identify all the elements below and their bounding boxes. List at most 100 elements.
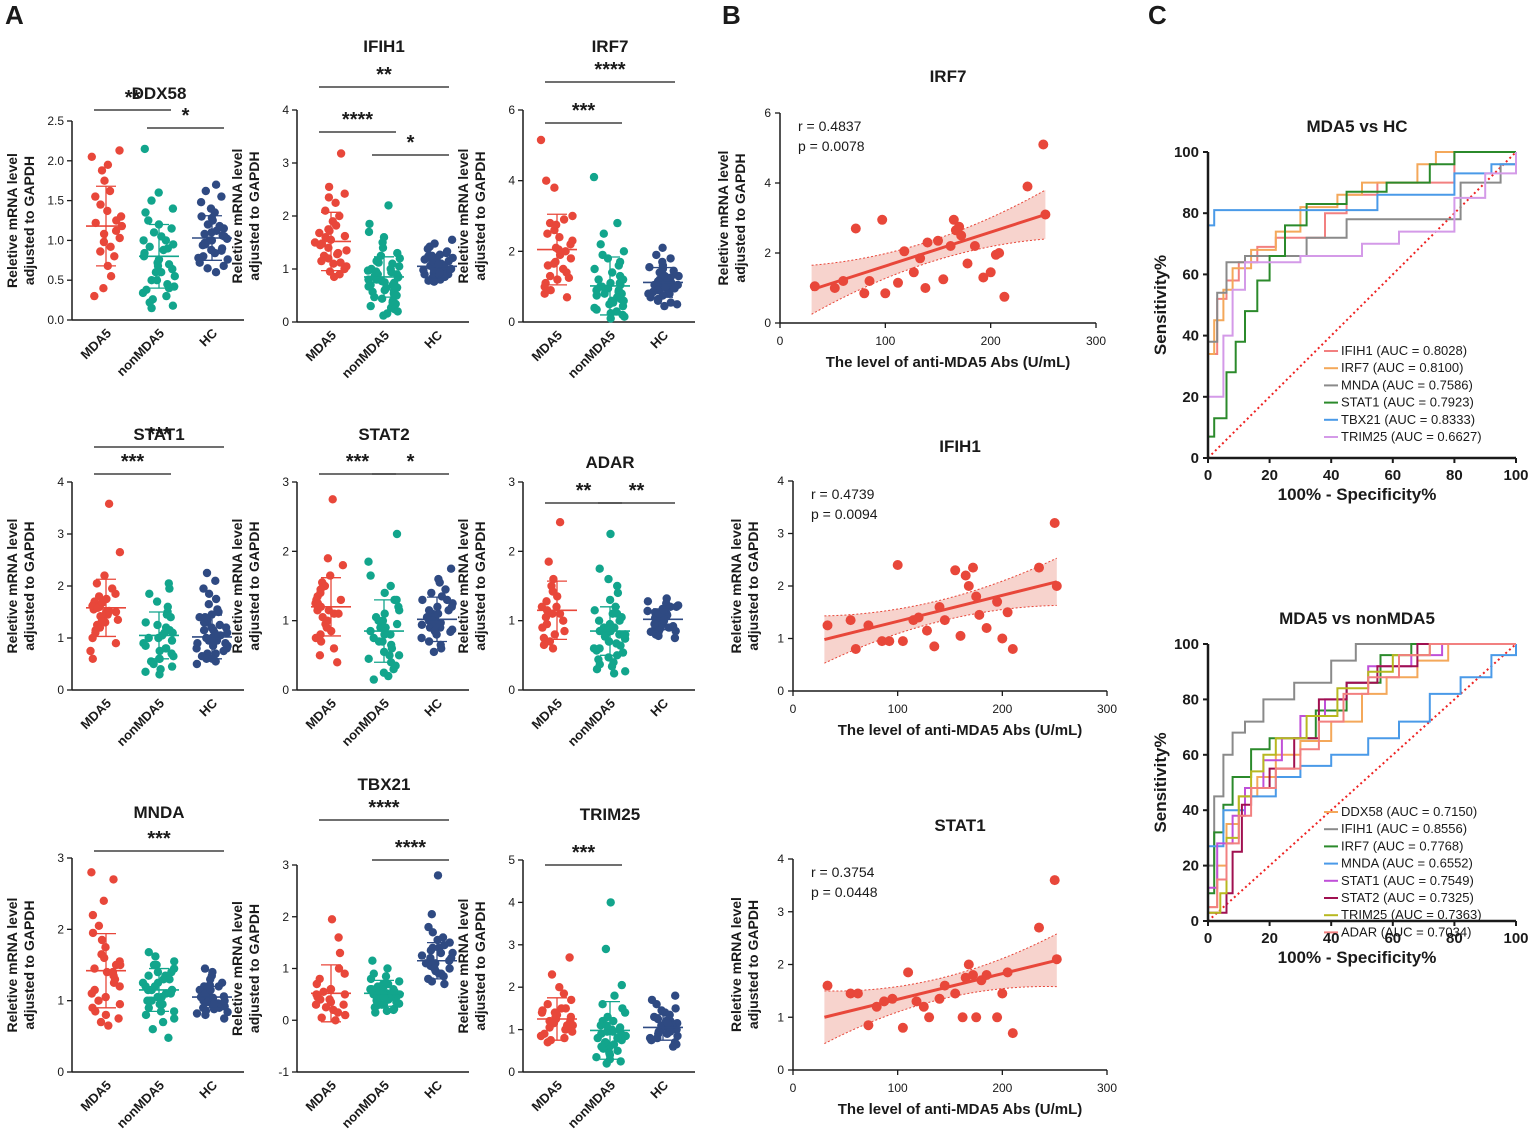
data-point [437,644,446,653]
data-point [394,651,404,660]
data-point [545,271,555,281]
data-point [613,588,623,598]
correlation-p: p = 0.0448 [811,884,878,900]
data-point [91,218,100,228]
data-point [365,219,374,229]
y-axis-label-line: Reletive mRNA level [455,519,471,654]
y-tick-label: 4 [282,103,289,117]
x-axis-label: 100% - Specificity% [1278,948,1437,967]
data-point [217,192,226,201]
data-point [590,264,599,274]
category-label: HC [647,327,671,351]
data-point [336,149,346,158]
legend-label: MNDA (AUC = 0.7586) [1341,377,1473,392]
data-point [599,229,608,238]
significance-stars: **** [395,837,426,859]
data-point [903,967,914,978]
correlation-p: p = 0.0078 [798,138,865,154]
data-point [880,288,891,299]
data-point [201,186,210,196]
significance-stars: *** [346,451,370,473]
y-axis-label-line: Reletive mRNA level [455,149,471,284]
data-point [549,259,559,268]
data-point [1038,139,1049,150]
chart-title: STAT2 [358,425,409,444]
data-point [200,229,209,239]
data-point [850,223,861,234]
category-label: HC [196,325,220,349]
data-point [602,1027,612,1036]
data-point [208,641,218,650]
data-point [211,180,221,189]
data-point [140,144,149,154]
data-point [566,1012,576,1022]
data-point [555,983,564,992]
data-point [592,305,601,314]
data-point [217,246,226,255]
data-point [603,254,613,263]
legend-label: ADAR (AUC = 0.7034) [1341,924,1471,939]
data-point [992,596,1003,607]
x-tick-label: 0 [1204,930,1212,947]
data-point [606,529,615,539]
y-tick-label: 2 [282,209,289,223]
correlation-plot-irf7: IRF7 0 100 200 300 0 2 4 6 The level of anti-MDA5… [715,67,1106,371]
data-point [999,291,1010,302]
data-point [592,1053,601,1062]
x-tick-label: 60 [1384,467,1401,484]
roc-curve [1207,643,1516,921]
data-point [950,565,961,576]
y-tick-label: 20 [1182,858,1199,875]
x-tick-label: 0 [777,334,784,348]
data-point [373,997,382,1007]
data-point [96,247,105,256]
data-point [992,1012,1003,1023]
data-point [167,662,177,671]
y-tick-label: 0.0 [47,313,64,327]
data-point [215,221,224,231]
legend-label: STAT2 (AUC = 0.7325) [1341,890,1474,905]
y-axis-label-line: adjusted to GAPDH [246,521,262,650]
data-point [436,948,446,958]
y-tick-label: 1.5 [47,194,64,208]
data-point [536,135,546,145]
x-tick-label: 300 [1097,702,1117,716]
data-point [379,979,388,989]
legend-label: TRIM25 (AUC = 0.6627) [1341,429,1482,444]
data-point [384,671,393,681]
y-tick-label: 0 [1191,913,1199,930]
y-axis-label-line: adjusted to GAPDH [745,900,761,1029]
data-point [371,1008,380,1017]
data-point [392,619,402,629]
data-point [850,644,861,654]
significance-stars: *** [121,451,145,473]
data-point [170,957,179,966]
data-point [645,263,654,272]
chart-title: ADAR [585,453,634,472]
data-point [653,1033,662,1043]
data-point [613,1046,622,1056]
data-point [441,585,450,594]
data-point [214,607,223,617]
category-label: nonMDA5 [114,1078,168,1132]
data-point [845,615,856,626]
data-point [1034,922,1044,933]
data-point [877,214,888,225]
data-point [312,979,321,989]
data-point [329,644,339,653]
correlation-r: r = 0.3754 [811,864,875,880]
data-point [87,868,96,877]
data-point [113,615,123,624]
data-point [90,291,99,301]
data-point [614,261,623,270]
data-point [619,247,629,256]
chart-title: IFIH1 [939,437,981,456]
data-point [897,636,908,647]
y-tick-label: 80 [1182,205,1199,222]
correlation-r: r = 0.4837 [798,118,862,134]
data-point [336,595,346,605]
panel-letter-c: C [1148,0,1167,30]
y-tick-label: 2 [282,910,289,924]
data-point [99,229,109,239]
panel-letter-a: A [5,0,24,30]
